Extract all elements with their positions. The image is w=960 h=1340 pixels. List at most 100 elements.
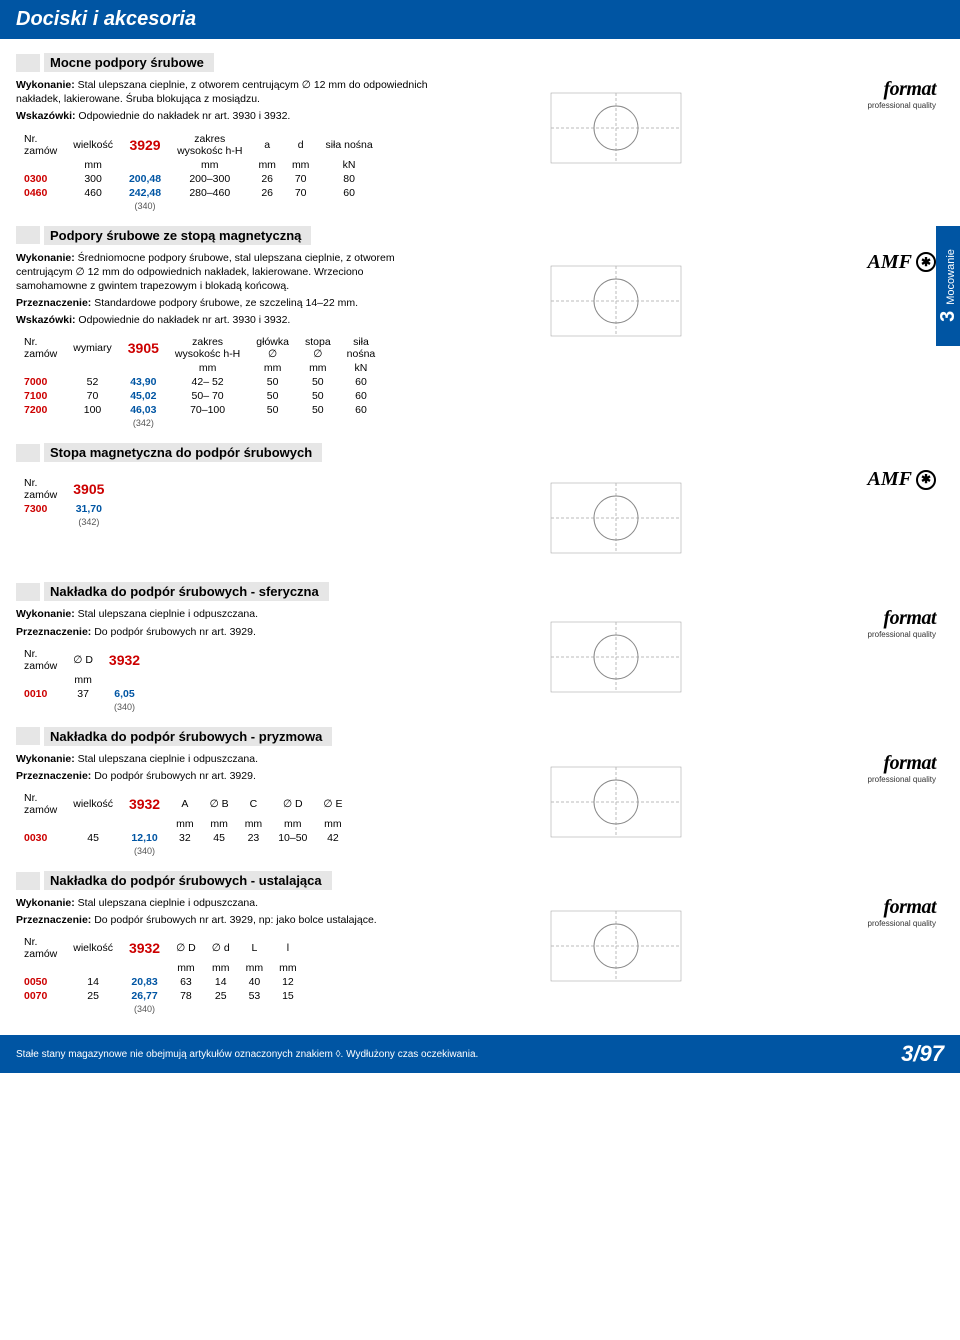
qty-note: (340) xyxy=(101,701,148,713)
side-tab-label: Mocowanie xyxy=(945,249,957,305)
brand-block: AMF✱ xyxy=(756,251,944,274)
brand-format-logo: format xyxy=(868,78,936,101)
brand-block: format professional quality xyxy=(756,78,944,110)
col-header: ∅ D xyxy=(65,647,101,673)
table-cell: 50 xyxy=(248,389,297,403)
col-header: 3932 xyxy=(121,935,168,961)
section-title: Stopa magnetyczna do podpór śrubowych xyxy=(44,443,322,462)
article-number: 3929 xyxy=(129,137,160,153)
table-cell: 14 xyxy=(204,975,238,989)
table-cell: 6,05 xyxy=(101,687,148,701)
col-unit: mm xyxy=(238,961,272,975)
table-cell: 7300 xyxy=(16,502,65,516)
col-unit: kN xyxy=(317,158,380,172)
table-cell: 43,90 xyxy=(120,375,167,389)
col-unit xyxy=(120,361,167,375)
table-cell: 70–100 xyxy=(167,403,248,417)
section-title-bar: Podpory śrubowe ze stopą magnetyczną xyxy=(16,226,944,245)
col-header: 3932 xyxy=(101,647,148,673)
section-title: Nakładka do podpór śrubowych - pryzmowa xyxy=(44,727,332,746)
technical-drawing xyxy=(536,607,696,707)
drawing-icon xyxy=(541,256,691,346)
table-cell: 300 xyxy=(65,172,121,186)
col-unit: mm xyxy=(65,158,121,172)
table-cell: 70 xyxy=(284,186,318,200)
description-line: Przeznaczenie: Do podpór śrubowych nr ar… xyxy=(16,625,436,639)
section-title-bar: Stopa magnetyczna do podpór śrubowych xyxy=(16,443,944,462)
col-header: ∅ d xyxy=(204,935,238,961)
col-unit xyxy=(16,361,65,375)
col-header: wymiary xyxy=(65,335,120,361)
col-header: a xyxy=(250,132,284,158)
data-table: Nr.zamówwielkość3929zakreswysokośc h-Had… xyxy=(16,132,381,212)
technical-drawing xyxy=(536,752,696,852)
col-unit: mm xyxy=(270,817,315,831)
col-unit xyxy=(16,817,65,831)
table-cell: 42– 52 xyxy=(167,375,248,389)
brand-format-sub: professional quality xyxy=(868,775,936,784)
table-cell: 70 xyxy=(65,389,120,403)
col-header: wielkość xyxy=(65,132,121,158)
table-cell: 50 xyxy=(297,389,339,403)
section-title: Nakładka do podpór śrubowych - ustalając… xyxy=(44,871,332,890)
col-unit xyxy=(16,961,65,975)
article-number: 3932 xyxy=(109,652,140,668)
drawing-column xyxy=(486,251,746,351)
table-cell: 60 xyxy=(339,389,384,403)
col-unit: mm xyxy=(204,961,238,975)
article-number: 3905 xyxy=(128,340,159,356)
table-cell: 0010 xyxy=(16,687,65,701)
description-line: Przeznaczenie: Do podpór śrubowych nr ar… xyxy=(16,913,436,927)
col-unit: mm xyxy=(297,361,339,375)
brand-format-sub: professional quality xyxy=(868,101,936,110)
table-cell: 14 xyxy=(65,975,121,989)
qty-note: (340) xyxy=(121,1003,168,1015)
table-cell: 50– 70 xyxy=(167,389,248,403)
col-unit xyxy=(121,158,169,172)
col-unit xyxy=(16,158,65,172)
table-cell: 12 xyxy=(271,975,305,989)
data-table: Nr.zamów3905730031,70(342) xyxy=(16,476,112,528)
text-column: Wykonanie: Stal ulepszana cieplnie i odp… xyxy=(16,896,476,1015)
brand-block: format professional quality xyxy=(756,752,944,784)
table-cell: 50 xyxy=(248,375,297,389)
brand-block: AMF✱ xyxy=(756,468,944,491)
brand-block: format professional quality xyxy=(756,896,944,928)
page-title: Dociski i akcesoria xyxy=(16,8,196,30)
table-cell: 60 xyxy=(339,403,384,417)
table-cell: 20,83 xyxy=(121,975,168,989)
col-unit: mm xyxy=(284,158,318,172)
technical-drawing xyxy=(536,896,696,996)
col-header: l xyxy=(271,935,305,961)
brand-format-sub: professional quality xyxy=(868,630,936,639)
col-unit: mm xyxy=(250,158,284,172)
text-column: Wykonanie: Stal ulepszana cieplnie, z ot… xyxy=(16,78,476,212)
brand-format-sub: professional quality xyxy=(868,919,936,928)
drawing-icon xyxy=(541,83,691,173)
description-line: Wykonanie: Średniomocne podpory śrubowe,… xyxy=(16,251,436,294)
table-cell: 0300 xyxy=(16,172,65,186)
table-cell: 100 xyxy=(65,403,120,417)
table-cell: 7100 xyxy=(16,389,65,403)
section: Nakładka do podpór śrubowych - pryzmowa … xyxy=(16,727,944,857)
article-number: 3932 xyxy=(129,796,160,812)
description-line: Wykonanie: Stal ulepszana cieplnie i odp… xyxy=(16,752,436,766)
table-cell: 78 xyxy=(168,989,204,1003)
footer-page: 3/97 xyxy=(901,1041,944,1067)
table-cell: 63 xyxy=(168,975,204,989)
table-cell: 40 xyxy=(238,975,272,989)
description-line: Wykonanie: Stal ulepszana cieplnie, z ot… xyxy=(16,78,436,106)
description-line: Wskazówki: Odpowiednie do nakładek nr ar… xyxy=(16,109,436,123)
col-unit: mm xyxy=(168,961,204,975)
col-header: siła nośna xyxy=(317,132,380,158)
table-cell: 200–300 xyxy=(169,172,250,186)
col-unit: mm xyxy=(168,817,202,831)
table-cell: 80 xyxy=(317,172,380,186)
col-header: L xyxy=(238,935,272,961)
section-title-bar: Nakładka do podpór śrubowych - pryzmowa xyxy=(16,727,944,746)
col-unit: mm xyxy=(65,673,101,687)
col-header: 3905 xyxy=(65,476,112,502)
section-title: Nakładka do podpór śrubowych - sferyczna xyxy=(44,582,329,601)
section-title: Podpory śrubowe ze stopą magnetyczną xyxy=(44,226,311,245)
col-header: siłanośna xyxy=(339,335,384,361)
